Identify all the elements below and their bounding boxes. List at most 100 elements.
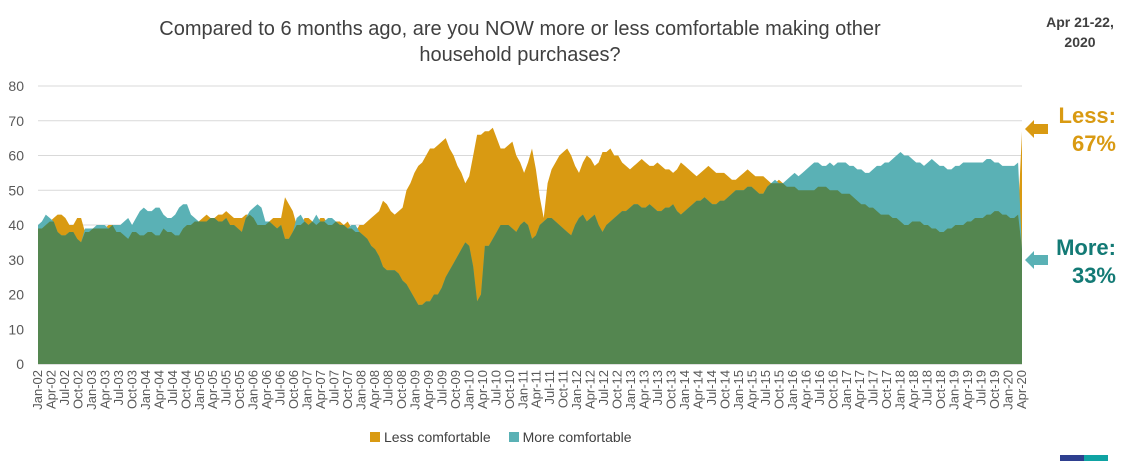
x-tick-label: Apr-12 (583, 370, 598, 409)
x-tick-label: Apr-04 (151, 370, 166, 409)
x-tick-label: Apr-09 (421, 370, 436, 409)
y-tick-label: 30 (8, 252, 24, 268)
x-tick-label: Apr-08 (367, 370, 382, 409)
x-tick-label: Jan-10 (461, 370, 476, 410)
x-tick-label: Oct-07 (340, 370, 355, 409)
x-tick-label: Oct-11 (556, 370, 571, 408)
x-tick-label: Apr-11 (529, 370, 544, 408)
y-tick-label: 0 (16, 356, 24, 372)
more-callout: More: 33% (1040, 234, 1116, 290)
x-tick-label: Jul-08 (381, 370, 396, 405)
chart-title-line2: household purchases? (419, 44, 621, 66)
x-tick-label: Jan-07 (300, 370, 315, 410)
x-tick-label: Apr-02 (44, 370, 59, 409)
x-tick-label: Jul-16 (812, 370, 827, 405)
x-tick-label: Oct-13 (664, 370, 679, 409)
x-tick-label: Oct-12 (610, 370, 625, 409)
x-tick-label: Oct-09 (448, 370, 463, 409)
series-area-overlap (38, 183, 1022, 364)
less-callout: Less: 67% (1040, 102, 1116, 158)
legend-label-more: More comfortable (522, 429, 632, 445)
x-tick-label: Jul-11 (542, 370, 557, 404)
x-tick-label: Jul-09 (434, 370, 449, 405)
x-tick-label: Apr-20 (1014, 370, 1029, 409)
x-tick-label: Oct-14 (718, 370, 733, 409)
x-tick-label: Jan-16 (785, 370, 800, 410)
legend-swatch-less (370, 432, 380, 442)
survey-date-line2: 2020 (1064, 34, 1096, 50)
legend-item-less: Less comfortable (370, 429, 491, 445)
x-tick-label: Oct-10 (502, 370, 517, 409)
x-tick-label: Jul-19 (974, 370, 989, 405)
legend-item-more: More comfortable (508, 429, 632, 445)
x-tick-label: Oct-17 (879, 370, 894, 409)
y-tick-label: 40 (8, 217, 24, 233)
more-callout-label: More: (1056, 235, 1116, 260)
x-tick-label: Oct-08 (394, 370, 409, 409)
x-tick-label: Jan-03 (84, 370, 99, 410)
x-tick-label: Oct-15 (771, 370, 786, 409)
more-callout-value: 33% (1071, 263, 1116, 288)
brand-logo (1060, 455, 1108, 461)
chart-title-line1: Compared to 6 months ago, are you NOW mo… (159, 18, 881, 40)
y-tick-label: 70 (8, 113, 24, 129)
more-arrow-icon (1025, 251, 1048, 269)
legend-label-less: Less comfortable (384, 429, 491, 445)
x-tick-label: Jan-05 (192, 370, 207, 410)
legend: Less comfortable More comfortable (370, 429, 632, 445)
x-tick-label: Jul-07 (327, 370, 342, 405)
x-tick-label: Apr-05 (205, 370, 220, 409)
x-tick-label: Jul-04 (165, 370, 180, 405)
x-tick-label: Jan-20 (1001, 370, 1016, 410)
x-tick-label: Oct-06 (286, 370, 301, 409)
x-tick-label: Jan-02 (30, 370, 45, 410)
y-tick-label: 80 (8, 78, 24, 94)
x-tick-label: Jul-02 (57, 370, 72, 405)
x-tick-label: Jul-13 (650, 370, 665, 405)
x-tick-label: Oct-05 (232, 370, 247, 409)
x-tick-label: Oct-03 (124, 370, 139, 409)
x-tick-label: Jul-10 (488, 370, 503, 405)
x-tick-label: Jan-14 (677, 370, 692, 410)
x-tick-label: Jan-04 (138, 370, 153, 410)
x-tick-label: Apr-15 (744, 370, 759, 409)
x-tick-label: Jan-09 (407, 370, 422, 410)
less-callout-value: 67% (1071, 131, 1116, 156)
x-tick-label: Apr-19 (960, 370, 975, 409)
y-tick-label: 10 (8, 321, 24, 337)
x-tick-label: Jan-17 (839, 370, 854, 410)
x-tick-label: Apr-03 (97, 370, 112, 409)
x-tick-label: Jul-12 (596, 370, 611, 405)
x-tick-label: Oct-04 (178, 370, 193, 409)
x-tick-label: Apr-06 (259, 370, 274, 409)
x-tick-label: Jan-19 (947, 370, 962, 410)
x-tick-label: Jan-06 (246, 370, 261, 410)
y-tick-label: 50 (8, 182, 24, 198)
x-tick-label: Jul-03 (111, 370, 126, 405)
y-tick-label: 20 (8, 287, 24, 303)
x-tick-label: Jul-17 (866, 370, 881, 405)
x-tick-label: Jan-13 (623, 370, 638, 410)
x-tick-label: Jan-11 (515, 370, 530, 409)
x-tick-label: Apr-17 (852, 370, 867, 409)
y-tick-label: 60 (8, 148, 24, 164)
survey-date: Apr 21-22, 2020 (1040, 12, 1120, 52)
x-tick-label: Oct-19 (987, 370, 1002, 409)
x-tick-label: Apr-18 (906, 370, 921, 409)
x-tick-label: Jan-12 (569, 370, 584, 410)
x-tick-label: Jul-05 (219, 370, 234, 405)
x-tick-label: Apr-10 (475, 370, 490, 409)
x-tick-label: Apr-13 (637, 370, 652, 409)
x-tick-label: Jan-08 (354, 370, 369, 410)
chart-title: Compared to 6 months ago, are you NOW mo… (80, 16, 960, 68)
x-tick-label: Oct-02 (70, 370, 85, 409)
x-tick-label: Jul-18 (920, 370, 935, 405)
x-tick-label: Apr-16 (798, 370, 813, 409)
x-tick-label: Oct-18 (933, 370, 948, 409)
survey-date-line1: Apr 21-22, (1046, 14, 1114, 30)
x-tick-label: Apr-14 (691, 370, 706, 409)
x-tick-label: Oct-16 (825, 370, 840, 409)
x-tick-label: Jan-15 (731, 370, 746, 410)
x-tick-label: Jan-18 (893, 370, 908, 410)
